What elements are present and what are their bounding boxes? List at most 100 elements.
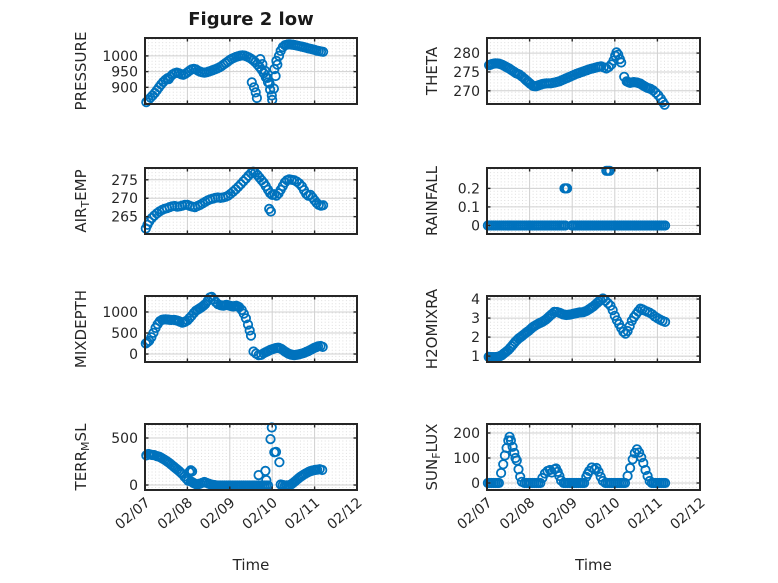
data-point <box>622 325 633 337</box>
data-point <box>659 220 671 231</box>
data-point <box>265 433 276 445</box>
axes-box <box>486 37 701 105</box>
x-tick-label: 02/10 <box>582 495 623 533</box>
data-markers-theta <box>483 47 670 110</box>
subplot-air_temp: 265 270 275 AIRTEMP <box>72 166 358 235</box>
y-tick-label: 0 <box>471 476 480 492</box>
data-point <box>317 341 328 352</box>
data-point <box>244 325 255 336</box>
data-point <box>238 176 249 187</box>
y-tick-label: 1 <box>471 349 480 365</box>
data-markers-sun_flux <box>482 431 671 489</box>
data-point <box>493 477 504 489</box>
data-point <box>250 87 261 98</box>
x-tick-label: 02/07 <box>112 495 153 533</box>
data-point <box>274 457 285 468</box>
y-tick-label: 275 <box>453 65 480 81</box>
y-tick-label: 500 <box>111 431 138 447</box>
subplot-h2omixra: 1 2 3 4 H2OMIXRA <box>423 288 701 369</box>
y-tick-label: 200 <box>453 426 480 442</box>
subplot-sun_flux: 0 100 200 SUNFLUX 02/07 02/08 02/09 02/10 02/11 0… <box>423 423 709 574</box>
data-point <box>240 313 251 324</box>
data-point <box>636 452 647 463</box>
data-point <box>561 183 573 194</box>
y-tick-label: 950 <box>111 65 138 81</box>
data-point <box>255 53 266 65</box>
data-point <box>659 316 671 327</box>
data-point <box>262 72 273 84</box>
y-tick-label: 270 <box>453 84 480 100</box>
data-markers-mixdepth <box>140 291 328 361</box>
x-tick-label: 02/07 <box>454 495 495 533</box>
data-point <box>246 77 257 88</box>
data-point <box>261 474 272 486</box>
subplot-rainfall: 0 0.1 0.2 RAINFALL <box>423 165 701 236</box>
data-markers-rainfall <box>482 165 671 231</box>
y-tick-label: 100 <box>453 451 480 467</box>
data-point <box>650 87 661 98</box>
data-point <box>578 477 590 489</box>
data-point <box>535 477 546 489</box>
x-tick-label: 02/10 <box>240 495 281 533</box>
y-axis-label-terr_msl: TERRMSL <box>72 423 92 492</box>
data-point <box>233 181 244 192</box>
data-point <box>185 465 196 476</box>
data-point <box>317 200 329 211</box>
x-axis-label: Time <box>574 556 612 574</box>
x-tick-label: 02/11 <box>282 495 323 533</box>
data-point <box>264 78 275 89</box>
data-point <box>266 90 277 101</box>
axes-box <box>144 295 358 363</box>
data-point <box>554 470 565 482</box>
data-point <box>602 298 614 309</box>
data-point <box>251 92 262 104</box>
x-axis-label: Time <box>232 556 270 574</box>
y-axis-label-theta: THETA <box>423 46 441 96</box>
x-tick-label: 02/09 <box>197 495 238 533</box>
y-axis-label-sun_flux: SUNFLUX <box>423 424 443 491</box>
data-point <box>248 82 260 93</box>
data-point <box>507 441 518 452</box>
y-tick-label: 3 <box>471 311 480 327</box>
y-axis-label-rainfall: RAINFALL <box>423 165 441 236</box>
data-point <box>273 50 285 62</box>
y-tick-label: 1000 <box>102 49 138 65</box>
x-tick-label: 02/08 <box>497 495 538 533</box>
data-point <box>245 330 257 341</box>
y-tick-label: 0.2 <box>458 181 480 197</box>
axes-box <box>486 167 701 235</box>
data-point <box>234 301 245 313</box>
data-point <box>620 328 631 339</box>
data-point <box>187 466 198 477</box>
axes-box <box>144 423 358 491</box>
data-markers-h2omixra <box>483 293 671 363</box>
data-point <box>505 435 516 446</box>
data-point <box>593 466 604 477</box>
figure-title: Figure 2 low <box>188 9 314 30</box>
y-axis-label-mixdepth: MIXDEPTH <box>72 290 90 368</box>
y-tick-label: 275 <box>111 173 138 189</box>
y-axis-label-h2omixra: H2OMIXRA <box>423 288 441 369</box>
data-point <box>640 464 651 476</box>
y-tick-label: 2 <box>471 330 480 346</box>
x-tick-label: 02/12 <box>667 495 708 533</box>
y-tick-label: 900 <box>111 80 138 96</box>
y-tick-label: 0.1 <box>458 200 480 216</box>
data-markers-air_temp <box>140 166 329 234</box>
data-point <box>603 61 614 73</box>
data-markers-pressure <box>141 39 329 108</box>
subplot-theta: 270 275 280 THETA <box>423 37 701 110</box>
x-tick-label: 02/11 <box>625 495 666 533</box>
data-point <box>604 165 615 176</box>
data-point <box>317 464 328 476</box>
y-tick-label: 270 <box>111 191 138 207</box>
y-tick-label: 4 <box>471 292 480 308</box>
data-point <box>607 304 618 316</box>
y-tick-label: 0 <box>129 478 138 494</box>
data-point <box>633 447 645 458</box>
data-point <box>642 470 653 482</box>
data-point <box>271 55 282 67</box>
